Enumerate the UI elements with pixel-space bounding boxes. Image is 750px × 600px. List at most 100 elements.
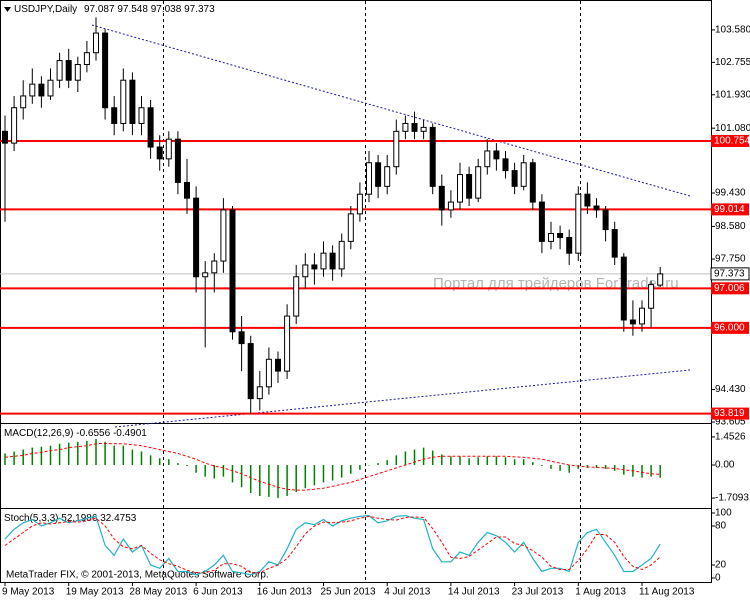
candle-body <box>47 79 54 97</box>
y-tick-label: 103.580 <box>715 25 750 36</box>
candle-body <box>229 209 236 333</box>
macd-bar <box>641 465 643 478</box>
level-box <box>711 134 749 147</box>
x-tick-label: 23 Jul 2013 <box>512 587 564 598</box>
candle-body <box>429 126 436 187</box>
macd-bar <box>249 465 252 494</box>
candle-body <box>620 256 627 321</box>
stoch-signal-line <box>4 515 661 574</box>
macd-bar <box>504 457 507 466</box>
candle-body <box>265 358 272 388</box>
candle-body <box>502 158 509 172</box>
candle-body <box>202 272 209 278</box>
macd-bar <box>168 459 170 466</box>
candle-body <box>20 95 27 109</box>
level-box <box>711 321 749 334</box>
candle-body <box>611 229 618 258</box>
candle-body <box>356 193 363 215</box>
candle-body <box>302 264 309 278</box>
candle-body <box>584 193 591 207</box>
x-tick-label: 4 Jul 2013 <box>384 587 431 598</box>
macd-bar <box>459 456 461 466</box>
candle-body <box>38 83 45 97</box>
level-label: 93.819 <box>714 408 745 419</box>
y-tick-label: 0 <box>715 573 721 584</box>
macd-bar <box>422 447 425 466</box>
candle-body <box>639 307 645 325</box>
level-box <box>711 282 749 295</box>
x-tick-label: 6 Jun 2013 <box>193 587 243 598</box>
level-label: 100.754 <box>714 136 750 147</box>
level-box <box>711 203 749 216</box>
macd-bar <box>486 456 489 466</box>
candle-body <box>629 319 636 325</box>
candle-body <box>538 201 545 242</box>
stoch-main-line <box>4 514 661 576</box>
candle-body <box>657 273 664 286</box>
candle-body <box>347 213 354 242</box>
y-tick-label: 1.4526 <box>715 432 746 443</box>
candle-body <box>220 209 227 262</box>
macd-bar <box>86 440 88 466</box>
macd-bar <box>313 465 316 486</box>
candle-body <box>602 209 609 231</box>
macd-bar <box>450 456 452 466</box>
macd-title: MACD(12,26,9) -0.6556 -0.4901 <box>4 428 147 439</box>
candle-body <box>238 331 245 345</box>
candle-body <box>293 276 300 317</box>
macd-bar <box>195 465 197 473</box>
macd-bar <box>495 456 498 466</box>
x-tick-label: 16 Jun 2013 <box>257 587 312 598</box>
indicator-value: -0.6556 <box>76 428 110 439</box>
macd-bar <box>286 465 288 496</box>
macd-bar <box>468 458 470 466</box>
macd-bar <box>577 465 580 469</box>
indicator-name: Stoch(5,3,3) <box>4 513 58 524</box>
x-tick-label: 25 Jun 2013 <box>321 587 376 598</box>
y-tick-label: 97.750 <box>715 254 746 265</box>
macd-bar <box>477 457 479 466</box>
y-tick-label: 98.580 <box>715 221 746 232</box>
macd-bar <box>204 465 206 477</box>
macd-bar <box>395 455 398 466</box>
macd-bar <box>295 465 297 493</box>
symbol-icon <box>4 7 11 12</box>
candle-body <box>93 32 99 54</box>
candle-body <box>329 252 336 270</box>
macd-bar <box>231 465 234 483</box>
macd-bar <box>113 445 115 466</box>
trend-line <box>114 369 691 428</box>
candle-body <box>338 240 345 270</box>
candle-body <box>575 193 582 254</box>
macd-bar <box>532 462 534 466</box>
x-tick-label: 11 Aug 2013 <box>639 587 695 598</box>
candle-body <box>311 264 318 270</box>
stoch-title: Stoch(5,3,3) 52.1986 32.4753 <box>4 513 137 524</box>
candle-body <box>284 315 291 372</box>
macd-bar <box>213 465 216 479</box>
y-tick-label: 93.605 <box>715 417 746 428</box>
macd-bar <box>595 465 598 468</box>
macd-bar <box>49 445 52 466</box>
candle-body <box>447 201 454 211</box>
macd-bar <box>158 458 161 466</box>
y-tick-label: 101.930 <box>715 89 750 100</box>
level-label: 96.000 <box>714 322 745 333</box>
macd-bar <box>604 465 607 469</box>
period-separators <box>163 1 581 582</box>
candle-body <box>2 130 8 144</box>
candle-body <box>366 162 372 195</box>
y-tick-label: 94.430 <box>715 384 746 395</box>
candle-body <box>457 174 463 203</box>
macd-bar <box>186 465 188 466</box>
x-tick-label: 9 May 2013 <box>2 587 55 598</box>
y-tick-label: 102.755 <box>715 57 750 68</box>
symbol: USDJPY,Daily <box>14 4 77 15</box>
macd-bar <box>441 454 443 466</box>
indicator-value: 32.4753 <box>100 513 137 524</box>
candle-body <box>83 52 90 65</box>
candle-body <box>111 107 118 124</box>
watermark: Портал для трейдеров ForTrader.ru <box>433 275 679 292</box>
macd-bar <box>377 463 379 466</box>
